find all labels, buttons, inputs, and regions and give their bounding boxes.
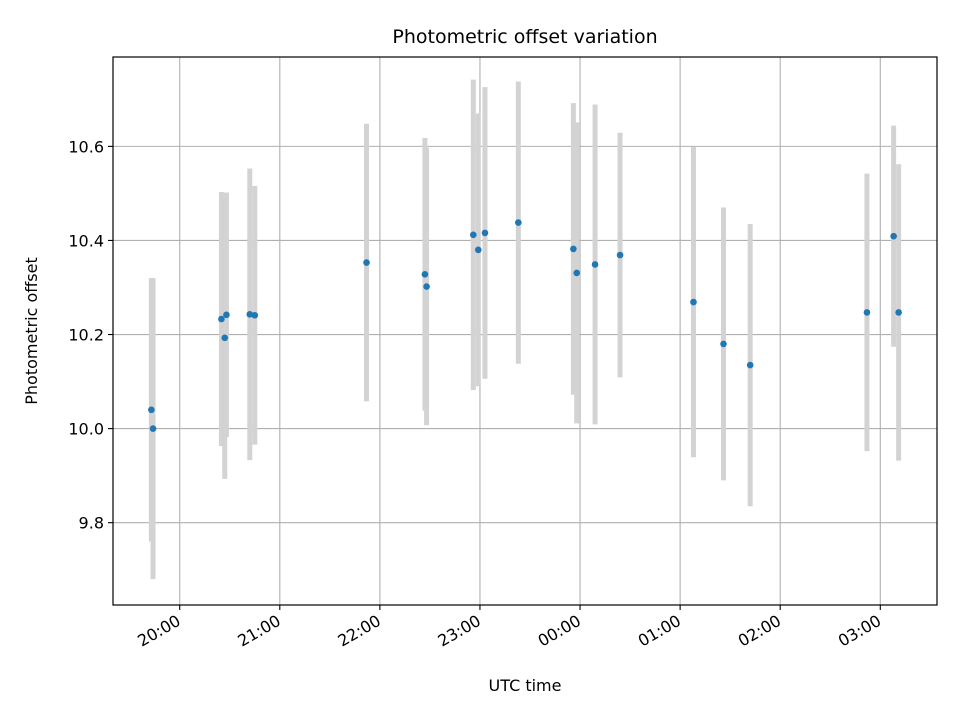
data-point <box>746 361 754 369</box>
data-point <box>515 219 522 226</box>
data-point <box>421 271 429 278</box>
data-point <box>573 269 581 277</box>
data-point <box>149 425 157 432</box>
data-point <box>246 311 254 318</box>
data-point <box>469 231 477 239</box>
data-point <box>474 246 482 254</box>
data-point <box>570 245 577 253</box>
data-point <box>863 309 871 316</box>
data-point <box>720 340 727 348</box>
plot-frame <box>112 56 938 606</box>
x-axis-label: UTC time <box>489 676 562 695</box>
y-axis-label: Photometric offset <box>22 257 41 405</box>
data-point <box>223 311 230 319</box>
data-point <box>690 298 697 306</box>
data-point <box>251 311 259 319</box>
chart-title: Photometric offset variation <box>392 26 657 48</box>
y-tick-label: 10.0 <box>68 420 104 439</box>
data-point <box>423 283 430 290</box>
data-point <box>221 334 229 342</box>
data-point <box>148 406 155 414</box>
y-axis-ticks: 9.8 10.0 10.2 10.4 10.6 <box>68 137 113 533</box>
data-point <box>481 229 489 237</box>
data-points <box>148 219 902 432</box>
y-tick-label: 10.6 <box>68 137 104 156</box>
data-point <box>890 232 897 240</box>
grid <box>113 57 937 605</box>
data-point <box>616 251 624 259</box>
data-point <box>363 259 370 266</box>
data-point <box>591 261 599 268</box>
y-tick-label: 10.2 <box>68 326 104 345</box>
data-point <box>218 315 225 323</box>
y-tick-label: 10.4 <box>68 231 104 250</box>
y-tick-label: 9.8 <box>79 514 104 533</box>
data-point <box>895 309 902 316</box>
